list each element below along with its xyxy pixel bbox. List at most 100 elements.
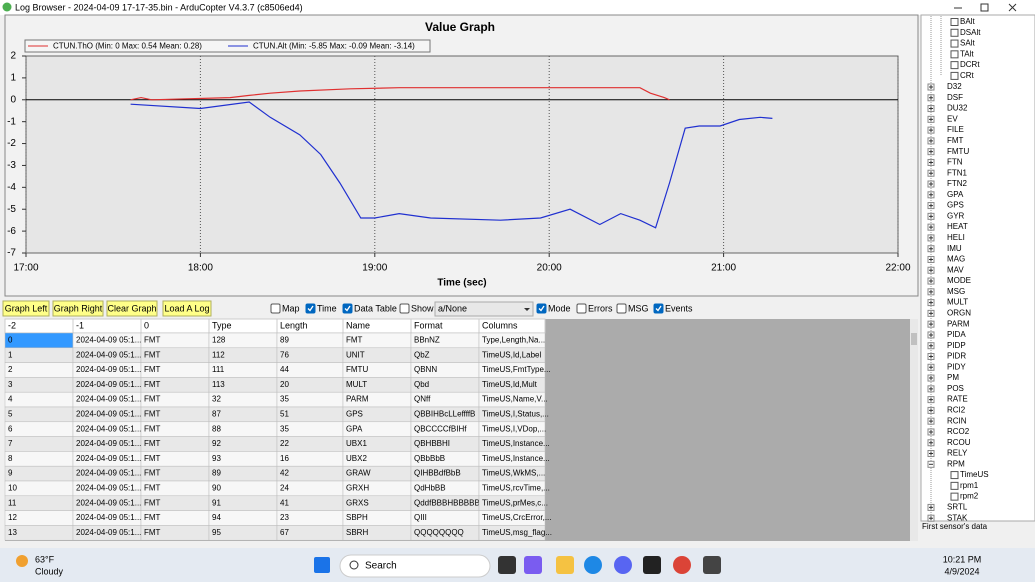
tree-node[interactable]: DU32 <box>947 104 968 113</box>
toolbar-button[interactable] <box>52 300 104 317</box>
close-button[interactable] <box>1008 3 1017 12</box>
toolbar-button[interactable] <box>162 300 212 317</box>
checkbox[interactable] <box>653 303 664 314</box>
checkbox[interactable] <box>536 303 547 314</box>
table-cell[interactable] <box>4 451 74 467</box>
tree-node[interactable]: MULT <box>947 298 968 307</box>
taskbar-app[interactable] <box>584 556 602 574</box>
tree-node[interactable]: PIDP <box>947 341 966 350</box>
table-cell[interactable] <box>4 406 74 423</box>
tree-node[interactable]: PIDA <box>947 330 966 339</box>
checkbox-label[interactable]: Events <box>665 303 693 313</box>
checkbox[interactable] <box>305 303 316 314</box>
taskbar-app[interactable] <box>498 556 516 574</box>
checkbox-label[interactable]: Data Table <box>354 303 397 313</box>
column-header[interactable]: Name <box>346 320 370 330</box>
toolbar-button-label[interactable]: Load A Log <box>164 303 209 313</box>
tree-field[interactable]: TimeUS <box>960 470 989 479</box>
tree-field[interactable]: CRt <box>960 71 975 80</box>
tree-checkbox[interactable] <box>950 492 959 501</box>
tree-node[interactable]: GPA <box>947 190 964 199</box>
taskbar-app[interactable] <box>673 556 691 574</box>
toolbar-button-label[interactable]: Clear Graph <box>107 303 156 313</box>
dropdown-value[interactable]: a/None <box>438 303 467 313</box>
tree-node[interactable]: STAK <box>947 513 968 522</box>
tree-node[interactable]: SRTL <box>947 503 968 512</box>
checkbox-label[interactable]: Errors <box>588 303 613 313</box>
tree-node[interactable]: FTN1 <box>947 168 968 177</box>
tree-field[interactable]: DSAlt <box>960 28 981 37</box>
tree-node[interactable]: FTN <box>947 158 963 167</box>
tree-checkbox[interactable] <box>950 50 959 59</box>
checkbox[interactable] <box>270 303 281 314</box>
table-cell[interactable] <box>4 377 74 393</box>
tree-node[interactable]: RCIN <box>947 416 967 425</box>
tree-checkbox[interactable] <box>950 481 959 490</box>
checkbox[interactable] <box>576 303 587 314</box>
toolbar-button[interactable] <box>2 300 50 317</box>
tree-checkbox[interactable] <box>950 471 959 480</box>
table-cell[interactable] <box>4 391 74 408</box>
tree-node[interactable]: MAV <box>947 265 964 274</box>
column-header[interactable]: Columns <box>482 320 518 330</box>
tree-field[interactable]: rpm1 <box>960 481 979 490</box>
search-box[interactable] <box>339 554 491 578</box>
tree-node[interactable]: HELI <box>947 233 965 242</box>
tree-node[interactable]: FILE <box>947 125 964 134</box>
column-header[interactable]: Length <box>280 320 308 330</box>
tree-field[interactable]: DCRt <box>960 60 980 69</box>
tree-node[interactable]: D32 <box>947 82 962 91</box>
table-cell[interactable] <box>4 421 74 437</box>
maximize-button[interactable] <box>980 3 989 12</box>
tree-node[interactable]: RATE <box>947 395 968 404</box>
scrollbar[interactable] <box>910 319 918 541</box>
column-header[interactable]: 0 <box>144 320 149 330</box>
toolbar-button[interactable] <box>106 300 158 317</box>
table-cell[interactable] <box>4 332 74 349</box>
taskbar-app[interactable] <box>643 556 661 574</box>
tree-node[interactable]: RCOU <box>947 438 971 447</box>
table-cell[interactable] <box>4 362 74 378</box>
column-header[interactable]: Format <box>414 320 443 330</box>
column-header[interactable]: -1 <box>76 320 84 330</box>
tree-node[interactable]: POS <box>947 384 964 393</box>
taskbar-app[interactable] <box>614 556 632 574</box>
tree-field[interactable]: SAlt <box>960 39 975 48</box>
tree-checkbox[interactable] <box>950 61 959 70</box>
checkbox-label[interactable]: Time <box>317 303 337 313</box>
tree-node[interactable]: IMU <box>947 244 962 253</box>
table-cell[interactable] <box>478 525 546 541</box>
checkbox-label[interactable]: Mode <box>548 303 571 313</box>
checkbox-label[interactable]: Map <box>282 303 300 313</box>
tree-node[interactable]: PIDY <box>947 362 966 371</box>
tree-node[interactable]: DSF <box>947 93 963 102</box>
checkbox[interactable] <box>342 303 353 314</box>
tree-field[interactable]: rpm2 <box>960 492 979 501</box>
tree-node[interactable]: MODE <box>947 276 971 285</box>
tree-node[interactable]: RPM <box>947 459 965 468</box>
tree-checkbox[interactable] <box>950 18 959 26</box>
dropdown[interactable] <box>434 301 534 317</box>
tree-node[interactable]: MSG <box>947 287 965 296</box>
tree-node[interactable]: GYR <box>947 211 965 220</box>
tree-node[interactable]: PARM <box>947 319 970 328</box>
table-cell[interactable] <box>4 347 74 363</box>
tree-field[interactable]: TAlt <box>960 49 974 58</box>
tree-field[interactable]: BAlt <box>960 17 975 26</box>
column-header[interactable]: -2 <box>8 320 16 330</box>
tree-node[interactable]: RCO2 <box>947 427 970 436</box>
tree-node[interactable]: HEAT <box>947 222 968 231</box>
taskbar-app[interactable] <box>524 556 542 574</box>
tree-node[interactable]: MAG <box>947 255 965 264</box>
tree-node[interactable]: PIDR <box>947 352 966 361</box>
tree-node[interactable]: EV <box>947 114 958 123</box>
tree-node[interactable]: FMT <box>947 136 964 145</box>
table-cell[interactable] <box>4 465 74 482</box>
tree-checkbox[interactable] <box>950 28 959 37</box>
checkbox[interactable] <box>616 303 627 314</box>
tree-node[interactable]: ORGN <box>947 308 971 317</box>
tree-node[interactable]: RCI2 <box>947 406 966 415</box>
tree-node[interactable]: FTN2 <box>947 179 968 188</box>
toolbar-button-label[interactable]: Graph Left <box>5 303 48 313</box>
start-button[interactable] <box>314 557 330 573</box>
